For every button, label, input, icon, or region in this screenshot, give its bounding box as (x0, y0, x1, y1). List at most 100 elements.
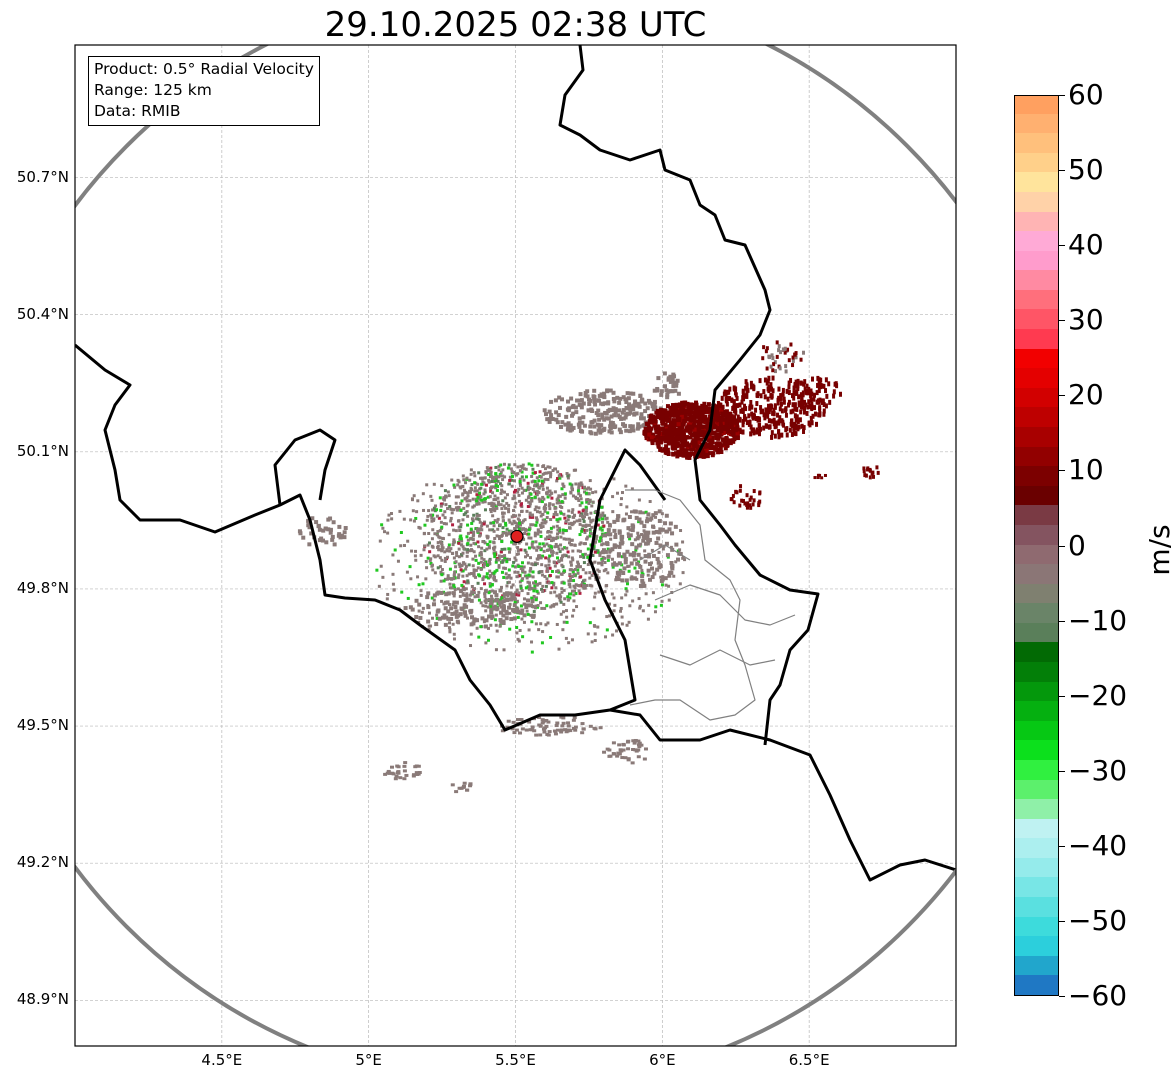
echo-pixel (671, 384, 676, 389)
echo-pixel (616, 751, 621, 755)
echo-pixel (512, 519, 516, 523)
echo-pixel (578, 392, 583, 397)
echo-pixel (478, 528, 482, 532)
echo-pixel (462, 478, 466, 482)
echo-pixel (568, 729, 573, 733)
echo-pixel (319, 536, 324, 541)
echo-pixel (657, 430, 662, 435)
echo-pixel (585, 487, 589, 491)
echo-pixel (432, 598, 436, 602)
echo-pixel (593, 632, 597, 636)
echo-pixel (610, 557, 614, 561)
echo-pixel (496, 527, 500, 531)
echo-pixel (576, 497, 580, 501)
echo-pixel (788, 427, 792, 433)
echo-pixel (522, 602, 526, 606)
echo-pixel (758, 422, 762, 428)
echo-pixel (406, 596, 410, 600)
echo-pixel (578, 483, 582, 487)
echo-pixel (449, 519, 453, 523)
echo-pixel (527, 720, 532, 724)
echo-pixel (747, 421, 751, 427)
echo-pixel (651, 553, 656, 558)
echo-pixel (662, 371, 667, 376)
echo-pixel (488, 605, 492, 609)
echo-pixel (530, 640, 534, 644)
echo-pixel (546, 465, 550, 469)
echo-pixel (442, 590, 446, 594)
colorbar-segment (1015, 916, 1058, 937)
echo-pixel (648, 437, 653, 442)
echo-pixel (642, 583, 647, 588)
echo-pixel (648, 500, 652, 504)
echo-pixel (492, 529, 496, 533)
echo-pixel (454, 600, 459, 605)
echo-pixel (585, 500, 589, 504)
echo-pixel (499, 598, 503, 602)
echo-pixel (460, 539, 464, 543)
echo-pixel (776, 400, 780, 406)
echo-pixel (391, 582, 395, 586)
echo-pixel (562, 620, 566, 624)
echo-pixel (510, 727, 515, 731)
echo-pixel (465, 788, 470, 792)
echo-pixel (515, 631, 519, 635)
echo-pixel (465, 592, 469, 596)
echo-pixel (620, 622, 624, 626)
echo-pixel (457, 541, 461, 545)
echo-pixel (326, 517, 331, 522)
echo-pixel (561, 716, 566, 720)
echo-pixel (629, 561, 634, 566)
echo-pixel (417, 771, 422, 775)
echo-pixel (767, 384, 771, 390)
echo-pixel (589, 532, 593, 536)
echo-pixel (619, 570, 623, 574)
echo-pixel (526, 561, 530, 565)
echo-pixel (433, 532, 437, 536)
echo-pixel (567, 598, 571, 602)
echo-pixel (615, 629, 619, 633)
echo-pixel (793, 413, 797, 419)
echo-pixel (452, 584, 456, 588)
echo-pixel (599, 538, 603, 542)
echo-pixel (490, 485, 494, 489)
echo-pixel (714, 441, 719, 446)
echo-pixel (342, 530, 347, 535)
echo-pixel (806, 404, 810, 410)
echo-pixel (667, 584, 671, 588)
echo-pixel (503, 475, 507, 479)
echo-pixel (561, 721, 566, 725)
echo-pixel (436, 566, 440, 570)
echo-pixel (431, 513, 435, 517)
echo-pixel (744, 379, 748, 385)
echo-pixel (686, 406, 691, 411)
echo-pixel (503, 547, 507, 551)
echo-pixel (549, 545, 553, 549)
echo-pixel (620, 555, 624, 559)
echo-pixel (520, 727, 525, 731)
echo-pixel (752, 498, 756, 503)
echo-pixel (531, 613, 536, 618)
echo-pixel (794, 390, 798, 396)
echo-pixel (675, 404, 680, 409)
echo-pixel (761, 408, 765, 414)
echo-pixel (681, 540, 685, 544)
echo-pixel (595, 534, 599, 538)
echo-pixel (541, 584, 545, 588)
echo-pixel (762, 412, 766, 418)
echo-pixel (767, 354, 771, 359)
echo-pixel (765, 411, 769, 417)
echo-pixel (582, 585, 586, 589)
echo-pixel (390, 765, 395, 769)
echo-pixel (703, 414, 708, 419)
echo-pixel (307, 525, 312, 530)
echo-pixel (449, 516, 453, 520)
echo-pixel (792, 385, 796, 391)
echo-pixel (636, 534, 641, 539)
echo-pixel (749, 431, 753, 437)
echo-pixel (529, 515, 533, 519)
echo-pixel (478, 553, 482, 557)
echo-pixel (557, 395, 562, 400)
echo-pixel (503, 566, 507, 570)
echo-pixel (564, 529, 568, 533)
